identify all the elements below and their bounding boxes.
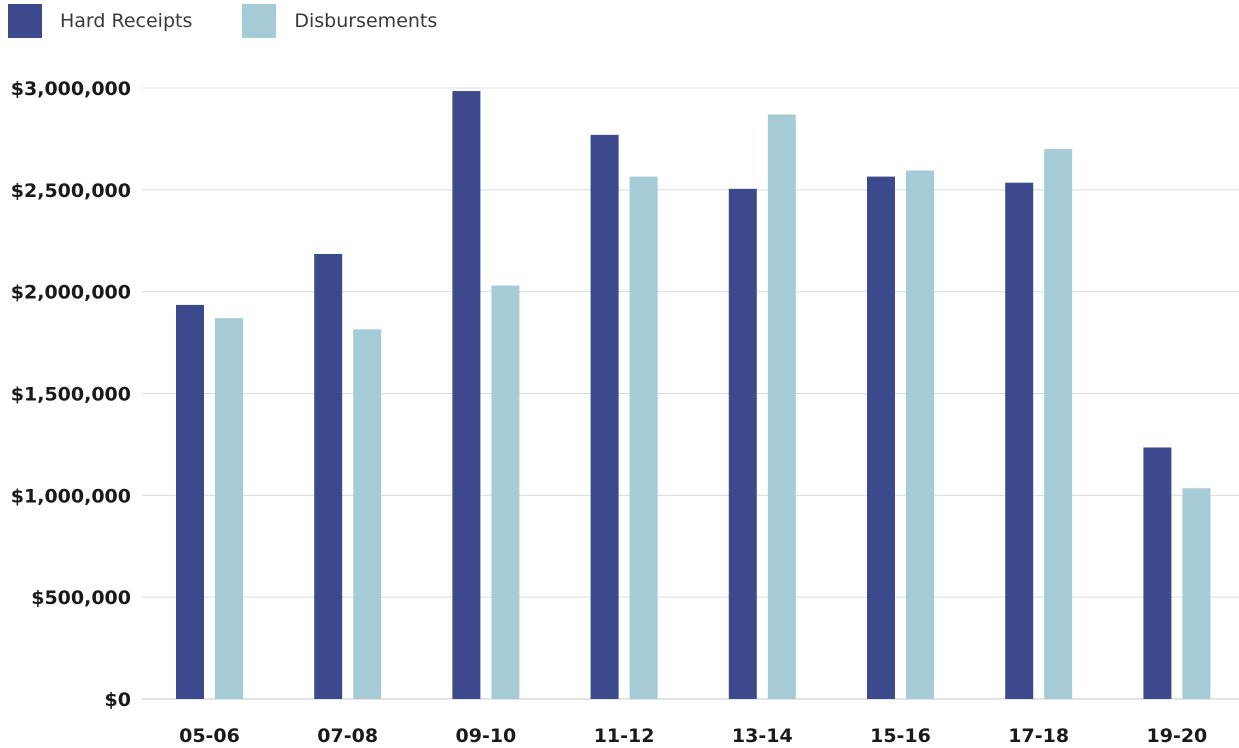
y-tick-label: $3,000,000	[11, 78, 131, 100]
legend-item-hard-receipts: Hard Receipts	[8, 4, 192, 38]
bar-hard-receipts-09-10	[452, 91, 481, 700]
chart-legend: Hard Receipts Disbursements	[8, 4, 487, 38]
y-tick-label: $1,500,000	[11, 384, 131, 406]
legend-label-hard-receipts: Hard Receipts	[60, 10, 193, 32]
bar-hard-receipts-11-12	[590, 134, 619, 700]
bar-disbursements-15-16	[906, 170, 934, 700]
bar-disbursements-17-18	[1044, 149, 1073, 700]
bar-disbursements-11-12	[629, 176, 658, 700]
x-tick-label: 15-16	[870, 725, 931, 747]
x-tick-label: 05-06	[179, 725, 240, 747]
y-tick-label: $500,000	[31, 587, 131, 609]
bar-hard-receipts-19-20	[1143, 447, 1172, 699]
x-tick-label: 11-12	[594, 725, 655, 747]
x-tick-label: 13-14	[732, 725, 793, 747]
x-tick-label: 19-20	[1147, 725, 1208, 747]
legend-label-disbursements: Disbursements	[294, 10, 438, 32]
bar-hard-receipts-07-08	[314, 253, 343, 699]
bar-hard-receipts-15-16	[867, 176, 895, 700]
legend-item-disbursements: Disbursements	[242, 4, 437, 38]
bar-hard-receipts-13-14	[728, 188, 757, 699]
y-tick-label: $2,500,000	[11, 180, 131, 202]
bar-hard-receipts-05-06	[176, 304, 204, 699]
x-tick-label: 07-08	[317, 725, 378, 747]
legend-swatch-hard-receipts	[8, 4, 42, 38]
bar-disbursements-07-08	[353, 329, 382, 699]
x-tick-label: 09-10	[456, 725, 517, 747]
y-tick-label: $0	[105, 689, 131, 711]
bar-hard-receipts-17-18	[1005, 182, 1034, 699]
x-tick-label: 17-18	[1008, 725, 1069, 747]
bar-disbursements-05-06	[215, 318, 243, 699]
bar-disbursements-09-10	[491, 285, 520, 699]
legend-swatch-disbursements	[242, 4, 277, 38]
y-tick-label: $1,000,000	[11, 485, 131, 507]
bar-disbursements-13-14	[767, 114, 796, 699]
y-tick-label: $2,000,000	[11, 282, 131, 304]
bar-disbursements-19-20	[1182, 488, 1211, 699]
